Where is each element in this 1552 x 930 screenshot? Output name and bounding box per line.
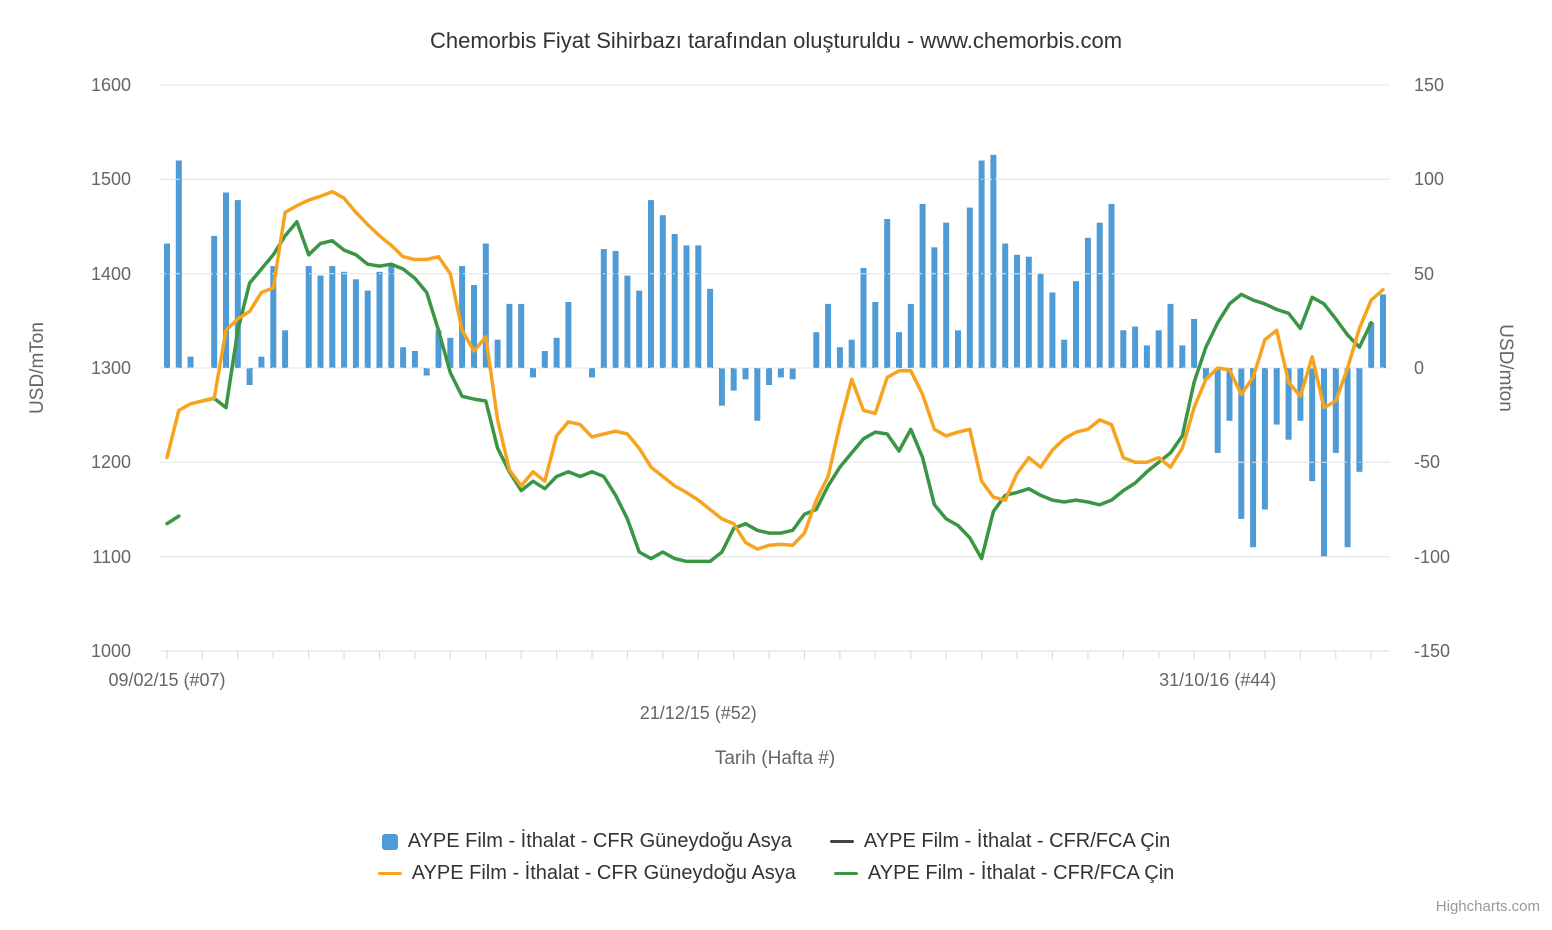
y-axis-label-right: 0 [1414,358,1425,378]
y-axis-label-right: -50 [1414,452,1441,473]
y-axis-label-left: 1200 [90,452,131,473]
y-axis-label-right: 100 [1414,169,1445,190]
legend-label: AYPE Film - İthalat - CFR/FCA Çin [867,862,1175,884]
legend-item-column-sea[interactable]: AYPE Film - İthalat - CFR Güneydoğu Asya [381,830,792,853]
line-series-0 [165,220,1373,564]
legend: AYPE Film - İthalat - CFR Güneydoğu Asya… [0,830,1552,885]
legend-label: AYPE Film - İthalat - CFR Güneydoğu Asya [411,862,796,884]
y-axis-label-right: -100 [1414,546,1451,567]
legend-label: AYPE Film - İthalat - CFR/FCA Çin [863,830,1171,852]
chart-title: Chemorbis Fiyat Sihirbazı tarafından olu… [429,28,1123,53]
y-axis-label-left: 1600 [90,75,131,95]
y-axis-label-right: 50 [1414,263,1435,284]
legend-item-line-sea-orange[interactable]: AYPE Film - İthalat - CFR Güneydoğu Asya [377,862,796,885]
legend-label: AYPE Film - İthalat - CFR Güneydoğu Asya [407,830,792,852]
line-series-marker-icon [833,872,858,875]
line-series-1 [165,189,1385,551]
y-axis-label-left: 1400 [90,263,131,284]
y-axis-label-right: 150 [1414,75,1445,95]
x-axis-label: 09/02/15 (#07) [108,670,226,690]
y-axis-label-left: 1000 [90,641,131,661]
y-axis-label-right: -150 [1414,641,1451,661]
x-axis-label: 31/10/16 (#44) [1159,670,1277,690]
legend-row-1: AYPE Film - İthalat - CFR Güneydoğu Asya… [381,830,1171,853]
line-series-marker-icon [377,872,402,875]
y-axis-label-left: 1300 [90,358,131,378]
column-series-marker-icon [381,833,398,850]
x-axis-label: 21/12/15 (#52) [639,703,757,723]
highcharts-credits[interactable]: Highcharts.com [1435,898,1540,915]
legend-item-line-china-green[interactable]: AYPE Film - İthalat - CFR/FCA Çin [833,862,1175,885]
y-axis-label-left: 1100 [92,546,131,567]
x-axis-ticks [166,651,1372,659]
line-series-marker-icon [829,840,854,843]
y-gridlines-overlay [160,84,1390,652]
legend-item-line-china-dark[interactable]: AYPE Film - İthalat - CFR/FCA Çin [829,830,1171,853]
x-axis-title: Tarih (Hafta #) [714,748,836,769]
y-axis-label-left: 1500 [90,169,131,190]
legend-row-2: AYPE Film - İthalat - CFR Güneydoğu Asya… [377,862,1175,885]
